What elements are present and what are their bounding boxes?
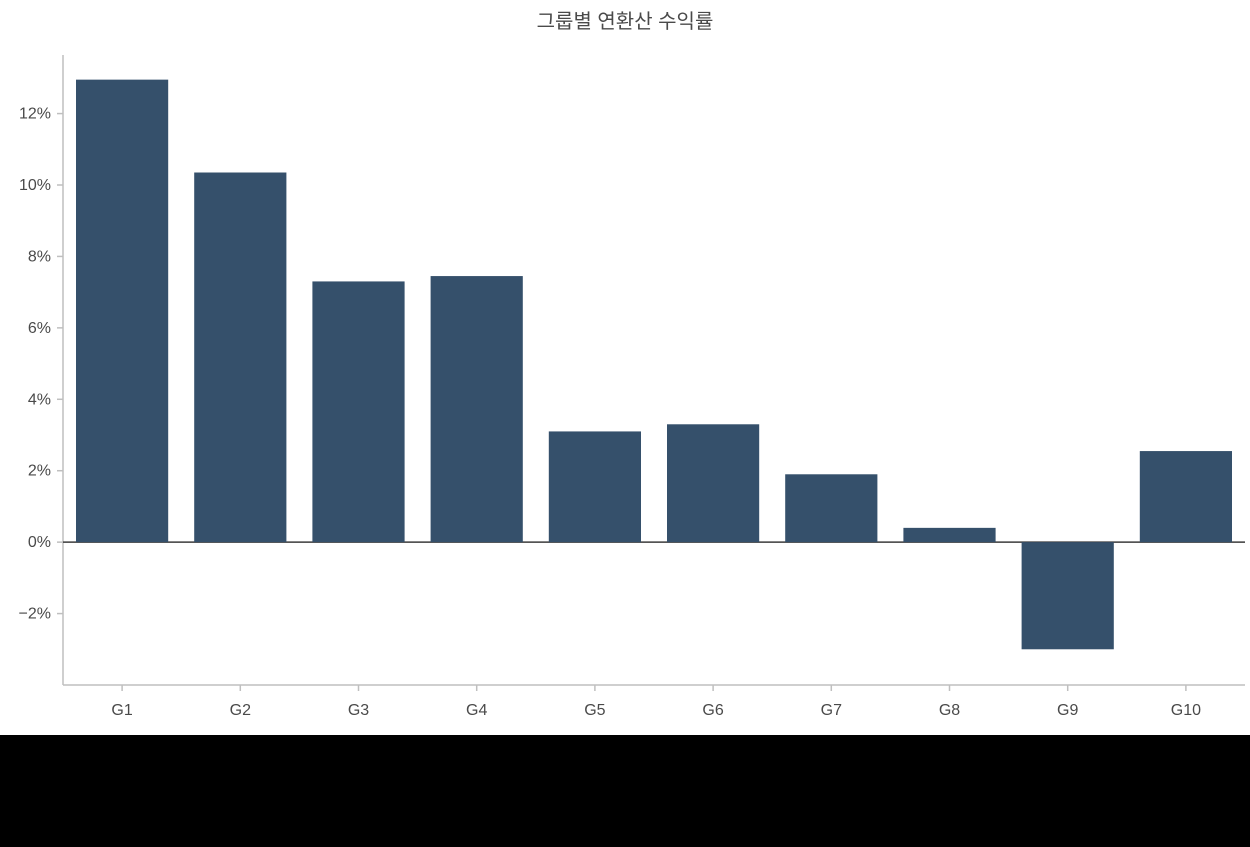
bar [667,424,759,542]
x-tick-label: G5 [584,702,605,719]
bar [431,276,523,542]
x-tick-label: G6 [702,702,723,719]
x-tick-label: G10 [1171,702,1201,719]
y-tick-label: 8% [28,248,51,265]
x-tick-label: G7 [821,702,842,719]
y-tick-label: 2% [28,463,51,480]
x-tick-label: G8 [939,702,960,719]
x-tick-label: G3 [348,702,369,719]
x-tick-label: G9 [1057,702,1078,719]
footer-strip [0,735,1250,847]
bar [76,80,168,543]
x-tick-label: G4 [466,702,487,719]
bar [549,431,641,542]
y-tick-label: 6% [28,320,51,337]
page: 그룹별 연환산 수익률 −2% 0% 2% 4% 6% 8% 10% 12% G1 G2 G3 G4 G5… [0,0,1250,847]
bar [312,281,404,542]
bar [194,173,286,543]
y-tick-label: 4% [28,391,51,408]
bar-chart-svg: 그룹별 연환산 수익률 −2% 0% 2% 4% 6% 8% 10% 12% G1 G2 G3 G4 G5… [0,0,1250,735]
bar [903,528,995,542]
chart-area: 그룹별 연환산 수익률 −2% 0% 2% 4% 6% 8% 10% 12% G1 G2 G3 G4 G5… [0,0,1250,735]
y-tick-label: 12% [19,106,51,123]
y-tick-label: 10% [19,177,51,194]
x-tick-label: G1 [111,702,132,719]
y-tick-label: 0% [28,534,51,551]
bar [785,474,877,542]
y-tick-label: −2% [19,606,51,623]
bar [1022,542,1114,649]
x-tick-label: G2 [230,702,251,719]
chart-title: 그룹별 연환산 수익률 [537,10,714,33]
bar [1140,451,1232,542]
